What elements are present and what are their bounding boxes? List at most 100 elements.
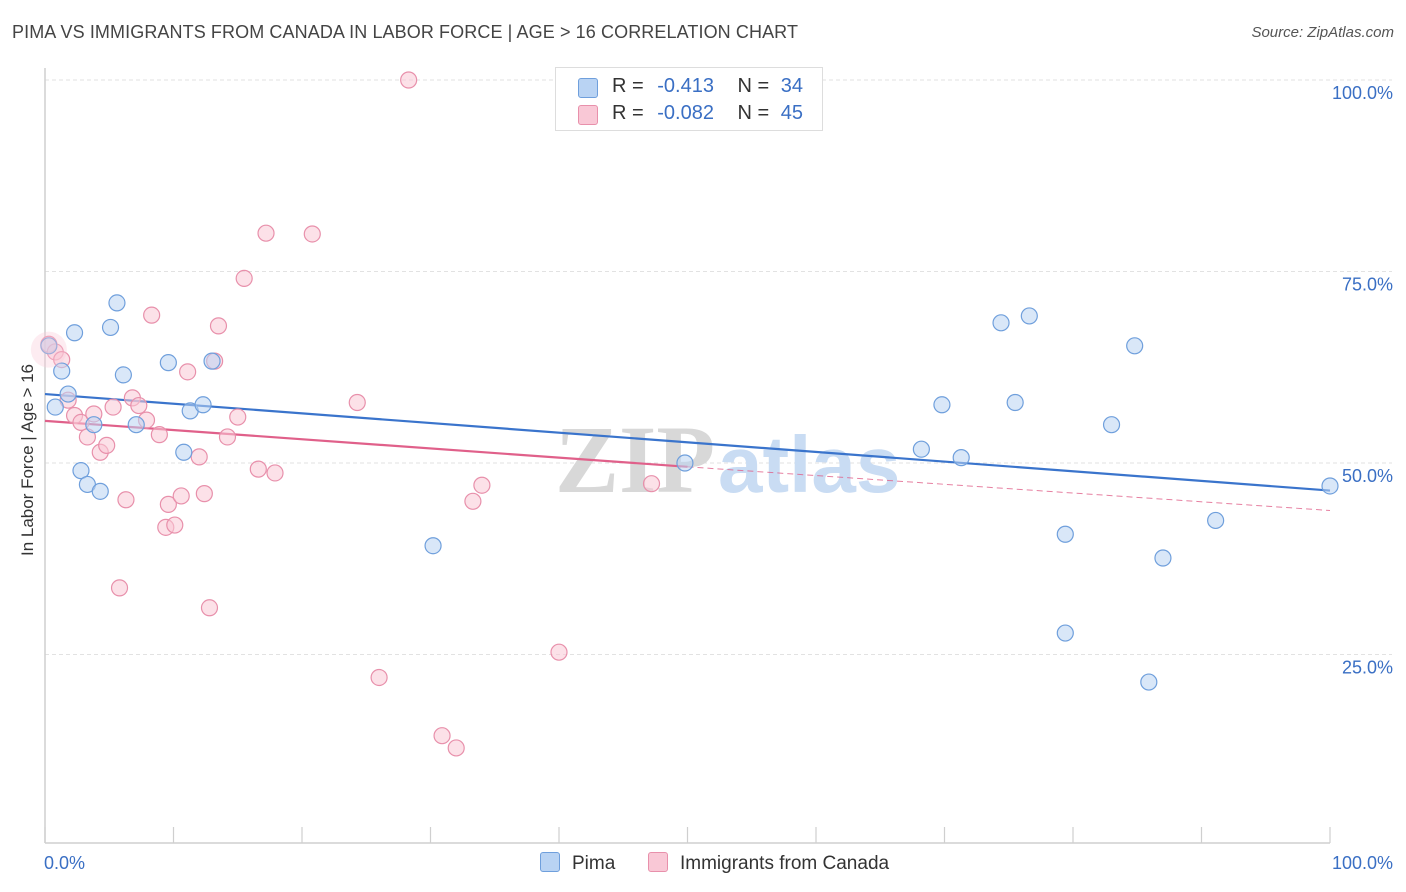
legend-r-label: R = bbox=[612, 102, 644, 124]
point-pima-17 bbox=[203, 352, 221, 370]
point-canada-27 bbox=[209, 317, 228, 335]
point-pima-11 bbox=[114, 366, 132, 384]
point-canada-25 bbox=[200, 599, 219, 617]
point-pima-14 bbox=[175, 443, 193, 461]
legend-n-label: N = bbox=[737, 75, 770, 97]
y-tick-label-100: 100.0% bbox=[1332, 83, 1393, 103]
point-pima-19 bbox=[676, 454, 694, 472]
point-pima-7 bbox=[85, 416, 103, 434]
x-tick-label-max: 100.0% bbox=[1332, 853, 1393, 873]
legend-r-value-pima: -0.413 bbox=[657, 75, 714, 97]
legend-r-label: R = bbox=[612, 75, 644, 97]
legend-swatch-canada bbox=[578, 105, 598, 125]
point-pima-25 bbox=[1020, 307, 1038, 325]
point-canada-41 bbox=[473, 476, 491, 494]
point-canada-42 bbox=[550, 643, 568, 661]
point-pima-0 bbox=[40, 337, 58, 355]
point-pima-10 bbox=[108, 294, 126, 312]
point-canada-19 bbox=[159, 495, 177, 513]
chart-title: PIMA VS IMMIGRANTS FROM CANADA IN LABOR … bbox=[12, 22, 799, 42]
trend-line-canada-extension bbox=[687, 466, 1331, 511]
point-pima-9 bbox=[101, 318, 120, 337]
legend-n-label: N = bbox=[737, 102, 770, 124]
legend-swatch-pima bbox=[578, 78, 598, 98]
point-canada-10 bbox=[104, 398, 122, 416]
point-canada-43 bbox=[642, 475, 661, 493]
legend-r-value-canada: -0.082 bbox=[657, 102, 714, 124]
point-canada-23 bbox=[190, 448, 208, 466]
point-canada-38 bbox=[433, 727, 451, 745]
source-credit: Source: ZipAtlas.com bbox=[1251, 24, 1394, 41]
point-canada-9 bbox=[98, 436, 116, 454]
x-tick-label-min: 0.0% bbox=[44, 853, 85, 873]
bottom-legend-label-canada: Immigrants from Canada bbox=[680, 853, 890, 874]
legend-text-pima: R = -0.413 N = 34 bbox=[612, 75, 803, 98]
bottom-legend-canada: Immigrants from Canada bbox=[648, 852, 889, 875]
point-canada-28 bbox=[218, 428, 237, 446]
bottom-legend-swatch-canada bbox=[648, 852, 668, 872]
point-pima-21 bbox=[933, 396, 951, 414]
point-pima-26 bbox=[1056, 525, 1074, 543]
bottom-legend-label-pima: Pima bbox=[572, 853, 616, 874]
point-pima-32 bbox=[1207, 511, 1225, 530]
watermark: ZIP atlas bbox=[555, 406, 900, 513]
y-tick-label-50: 50.0% bbox=[1342, 466, 1393, 486]
point-pima-30 bbox=[1140, 673, 1158, 691]
point-canada-34 bbox=[303, 225, 321, 243]
legend-n-value-pima: 34 bbox=[780, 75, 804, 97]
watermark-atlas: atlas bbox=[718, 420, 900, 509]
point-pima-2 bbox=[53, 362, 71, 380]
point-pima-29 bbox=[1126, 337, 1144, 355]
point-canada-39 bbox=[447, 739, 465, 757]
point-pima-18 bbox=[424, 537, 442, 555]
point-canada-29 bbox=[229, 408, 247, 426]
point-pima-13 bbox=[159, 354, 177, 372]
point-canada-11 bbox=[110, 579, 129, 597]
trend-lines bbox=[44, 392, 1331, 511]
point-pima-3 bbox=[59, 385, 77, 403]
point-pima-5 bbox=[72, 462, 90, 480]
point-canada-21 bbox=[172, 487, 190, 505]
point-canada-40 bbox=[464, 492, 482, 510]
point-canada-32 bbox=[257, 224, 275, 242]
point-pima-28 bbox=[1102, 416, 1121, 434]
y-tick-label-75: 75.0% bbox=[1342, 275, 1393, 295]
point-canada-22 bbox=[179, 363, 197, 381]
tick-labels: 100.0% 75.0% 50.0% 25.0% 0.0% 100.0% bbox=[44, 83, 1393, 873]
point-pima-4 bbox=[65, 324, 84, 342]
point-canada-14 bbox=[130, 396, 148, 415]
point-canada-17 bbox=[150, 426, 168, 444]
point-pima-12 bbox=[127, 416, 145, 434]
point-canada-30 bbox=[235, 269, 253, 287]
y-tick-label-25: 25.0% bbox=[1342, 658, 1393, 678]
point-pima-33 bbox=[1321, 477, 1339, 495]
stats-legend: R = -0.413 N = 34 R = -0.082 N = 45 bbox=[555, 67, 823, 131]
point-pima-22 bbox=[952, 449, 970, 467]
trend-line-pima bbox=[44, 392, 1331, 492]
point-pima-27 bbox=[1056, 624, 1074, 642]
point-pima-16 bbox=[194, 396, 212, 414]
point-canada-31 bbox=[249, 460, 267, 478]
point-pima-8 bbox=[91, 482, 109, 500]
point-canada-24 bbox=[195, 485, 213, 503]
point-canada-20 bbox=[166, 516, 184, 534]
legend-text-canada: R = -0.082 N = 45 bbox=[612, 102, 803, 125]
point-pima-24 bbox=[1006, 393, 1024, 412]
bottom-legend-swatch-pima bbox=[540, 852, 560, 872]
point-pima-23 bbox=[992, 314, 1010, 332]
point-pima-31 bbox=[1154, 549, 1172, 567]
axes bbox=[44, 68, 1331, 844]
legend-n-value-canada: 45 bbox=[780, 102, 804, 124]
point-canada-35 bbox=[348, 393, 366, 412]
point-pima-20 bbox=[912, 440, 930, 458]
point-canada-37 bbox=[400, 71, 418, 89]
trend-line-canada bbox=[44, 419, 688, 468]
point-canada-16 bbox=[143, 306, 161, 324]
point-canada-36 bbox=[370, 668, 388, 687]
point-pima-1 bbox=[46, 398, 64, 416]
point-canada-cluster bbox=[30, 331, 67, 368]
point-canada-33 bbox=[266, 464, 284, 482]
point-canada-12 bbox=[117, 491, 135, 509]
y-axis-label: In Labor Force | Age > 16 bbox=[18, 363, 37, 557]
